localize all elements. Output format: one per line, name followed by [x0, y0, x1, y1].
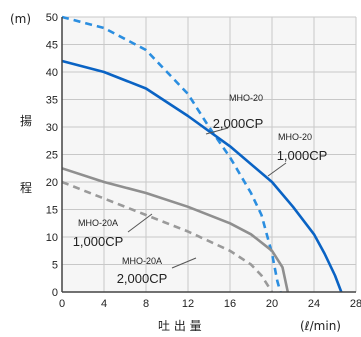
x-tick-label: 24 [308, 298, 320, 310]
tick-labels: 0 5 10 15 20 25 30 35 40 45 50 0 4 8 12 16 20 24 28 [46, 12, 361, 310]
x-tick-label: 16 [224, 298, 236, 310]
series-line-4 [61, 180, 274, 293]
series-group [61, 15, 343, 293]
y-tick-label: 20 [46, 177, 58, 189]
x-axis-label: 吐 出 量 [158, 319, 202, 333]
x-tick-label: 12 [182, 298, 194, 310]
x-tick-label: 28 [350, 298, 361, 310]
x-tick-label: 20 [266, 298, 278, 310]
annotation-model-4: MHO-20A [122, 256, 162, 266]
annotation-cp-3: 1,000CP [73, 234, 124, 249]
annotation-cp-1: 2,000CP [213, 116, 264, 131]
series-line-2 [61, 59, 343, 293]
y-tick-label: 30 [46, 122, 58, 134]
annotation-leader-4 [171, 257, 197, 269]
y-tick-label: 40 [46, 67, 58, 79]
annotation-leader-3 [127, 213, 153, 233]
grid [61, 16, 357, 293]
y-tick-label: 0 [52, 287, 58, 299]
x-unit-label: (ℓ/min) [300, 319, 341, 333]
y-tick-label: 45 [46, 40, 58, 52]
y-tick-label: 5 [52, 260, 58, 272]
y-tick-label: 35 [46, 95, 58, 107]
x-tick-label: 8 [143, 298, 149, 310]
annotation-model-2: MHO-20 [278, 132, 312, 142]
x-tick-label: 4 [101, 298, 107, 310]
y-tick-label: 50 [46, 12, 58, 24]
axes-frame [61, 17, 356, 293]
annotation-leader-1 [205, 127, 229, 135]
x-tick-label: 0 [59, 298, 65, 310]
series-line-3 [61, 167, 290, 293]
annotation-cp-2: 1,000CP [277, 148, 328, 163]
y-unit-label: (m) [10, 12, 31, 26]
y-tick-label: 25 [46, 150, 58, 162]
annotation-model-1: MHO-20 [229, 93, 263, 103]
annotations: MHO-20 2,000CP MHO-20 1,000CP MHO-20A 1,000CP… [73, 93, 328, 286]
annotation-cp-4: 2,000CP [117, 271, 168, 286]
annotation-model-3: MHO-20A [78, 218, 118, 228]
y-tick-label: 10 [46, 232, 58, 244]
y-tick-label: 15 [46, 205, 58, 217]
y-axis-label-char-2: 程 [20, 180, 32, 195]
annotation-leader-2 [267, 162, 287, 177]
series-line-1 [61, 15, 282, 293]
y-axis-label-char-1: 揚 [20, 114, 32, 128]
